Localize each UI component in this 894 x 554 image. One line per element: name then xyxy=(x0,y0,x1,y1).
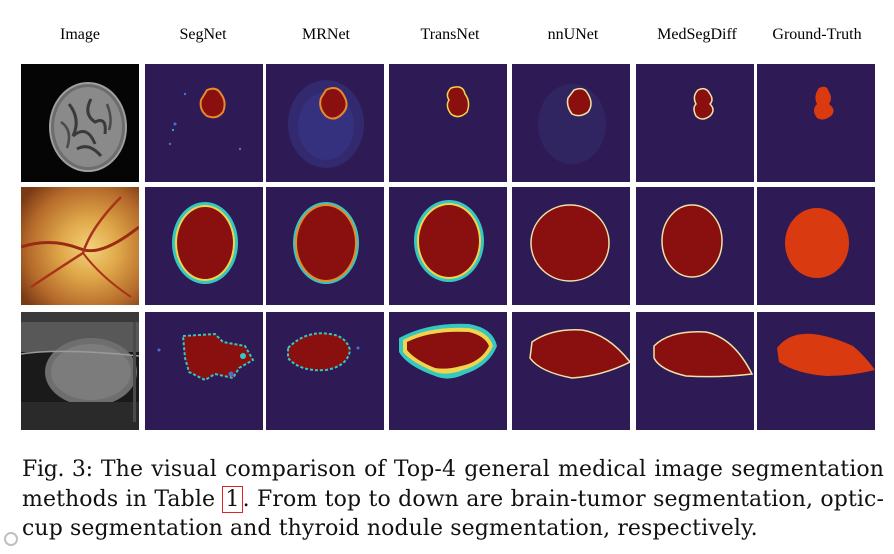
thyroid-transnet-prediction xyxy=(389,312,507,430)
optic-nnunet-prediction xyxy=(512,187,630,305)
brain-segnet-prediction xyxy=(145,64,263,182)
thyroid-segnet-prediction xyxy=(145,312,263,430)
optic-transnet-prediction xyxy=(389,187,507,305)
optic-segnet-prediction xyxy=(145,187,263,305)
brain-ground-truth-mask xyxy=(757,64,875,182)
brain-medsegdiff-prediction xyxy=(636,64,754,182)
thyroid-mrnet-prediction xyxy=(266,312,384,430)
column-header-nnunet: nnUNet xyxy=(547,26,599,43)
watermark xyxy=(4,528,124,550)
ultrasound-input-image xyxy=(21,312,139,430)
figure-caption: Fig. 3: The visual comparison of Top-4 g… xyxy=(22,455,884,544)
column-header-transnet: TransNet xyxy=(420,26,480,43)
column-header-segnet: SegNet xyxy=(179,26,227,43)
fundus-input-image xyxy=(21,187,139,305)
caption-text-before-ref: The visual comparison of Top-4 general m… xyxy=(22,457,885,512)
column-header-medsegdiff: MedSegDiff xyxy=(657,26,737,43)
table-reference-link[interactable]: 1 xyxy=(222,485,243,513)
brain-mri-input-image xyxy=(21,64,139,182)
optic-ground-truth-mask xyxy=(757,187,875,305)
optic-medsegdiff-prediction xyxy=(636,187,754,305)
column-header-image: Image xyxy=(60,26,100,43)
figure-label: Fig. 3: xyxy=(22,457,93,482)
thyroid-medsegdiff-prediction xyxy=(636,312,754,430)
brain-nnunet-prediction xyxy=(512,64,630,182)
brain-transnet-prediction xyxy=(389,64,507,182)
caption-text-after-ref: . From top to down are brain-tumor segme… xyxy=(22,486,884,542)
thyroid-nnunet-prediction xyxy=(512,312,630,430)
brain-mrnet-prediction xyxy=(266,64,384,182)
optic-mrnet-prediction xyxy=(266,187,384,305)
column-header-ground-truth: Ground-Truth xyxy=(772,26,862,43)
column-header-mrnet: MRNet xyxy=(302,26,350,43)
watermark-icon xyxy=(4,532,18,546)
thyroid-ground-truth-mask xyxy=(757,312,875,430)
